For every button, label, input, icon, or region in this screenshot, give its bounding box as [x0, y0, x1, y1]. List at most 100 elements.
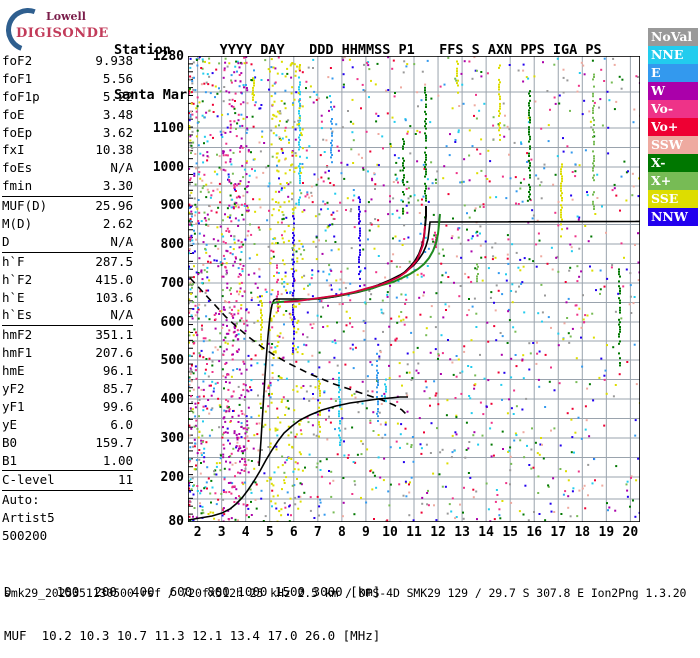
echo-point [363, 64, 365, 66]
echo-point [315, 215, 317, 217]
echo-point [247, 508, 249, 510]
echo-point [212, 84, 214, 86]
echo-point [292, 242, 294, 244]
echo-point [400, 433, 402, 435]
echo-point [229, 120, 231, 122]
echo-point [457, 80, 459, 82]
legend-item-nnw[interactable]: NNW [648, 208, 698, 226]
echo-point [377, 372, 379, 374]
echo-point [327, 325, 329, 327]
legend-item-noval[interactable]: NoVal [648, 28, 698, 46]
echo-point [523, 514, 525, 516]
echo-point [231, 395, 233, 397]
legend-item-vo-[interactable]: Vo+ [648, 118, 698, 136]
echo-point [236, 437, 238, 439]
echo-point [399, 362, 401, 364]
echo-point [619, 288, 621, 290]
echo-point [578, 490, 580, 492]
echo-point [189, 119, 191, 121]
echo-point [618, 271, 620, 273]
echo-point [210, 134, 212, 136]
echo-point [241, 317, 243, 319]
echo-point [417, 105, 419, 107]
echo-point [290, 458, 292, 460]
echo-point [618, 273, 620, 275]
echo-point [213, 470, 215, 472]
echo-point [259, 276, 261, 278]
echo-point [231, 199, 233, 201]
echo-point [502, 448, 504, 450]
legend-item-x-[interactable]: X- [648, 154, 698, 172]
echo-point [295, 270, 297, 272]
legend-item-x-[interactable]: X+ [648, 172, 698, 190]
echo-point [189, 117, 191, 119]
echo-point [427, 60, 429, 62]
echo-point [206, 151, 208, 153]
echo-point [402, 179, 404, 181]
echo-point [234, 100, 236, 102]
ionogram-plot[interactable] [188, 56, 640, 522]
echo-point [246, 420, 248, 422]
echo-point [257, 296, 259, 298]
echo-point [502, 176, 504, 178]
echo-point [239, 246, 241, 248]
echo-point [368, 201, 370, 203]
echo-point [425, 380, 427, 382]
legend-item-vo-[interactable]: Vo- [648, 100, 698, 118]
echo-point [557, 224, 559, 226]
echo-point [359, 199, 361, 201]
legend-item-nne[interactable]: NNE [648, 46, 698, 64]
echo-point [292, 485, 294, 487]
echo-point [425, 137, 427, 139]
echo-point [374, 218, 376, 220]
echo-point [236, 197, 238, 199]
echo-point [417, 363, 419, 365]
echo-point [349, 386, 351, 388]
echo-point [475, 326, 477, 328]
echo-point [243, 57, 245, 59]
echo-point [523, 456, 525, 458]
echo-point [604, 58, 606, 60]
echo-point [442, 352, 444, 354]
echo-point [398, 483, 400, 485]
echo-point [194, 214, 196, 216]
echo-point [468, 395, 470, 397]
echo-point [593, 174, 595, 176]
echo-point [607, 152, 609, 154]
echo-point [528, 153, 530, 155]
echo-point [227, 207, 229, 209]
echo-point [191, 239, 193, 241]
echo-point [248, 355, 250, 357]
echo-point [635, 75, 637, 77]
echo-point [246, 205, 248, 207]
echo-point [607, 91, 609, 93]
echo-point [217, 188, 219, 190]
echo-point [312, 424, 314, 426]
echo-point [572, 199, 574, 201]
echo-point [425, 147, 427, 149]
echo-point [376, 360, 378, 362]
echo-point [219, 155, 221, 157]
legend-item-sse[interactable]: SSE [648, 190, 698, 208]
echo-point [246, 324, 248, 326]
echo-point [376, 413, 378, 415]
echo-point [293, 290, 295, 292]
echo-point [298, 165, 300, 167]
legend-item-w[interactable]: W [648, 82, 698, 100]
legend-item-ssw[interactable]: SSW [648, 136, 698, 154]
echo-point [287, 196, 289, 198]
echo-point [211, 365, 213, 367]
echo-point [362, 403, 364, 405]
echo-point [339, 289, 341, 291]
echo-point [259, 229, 261, 231]
echo-point [500, 384, 502, 386]
echo-point [420, 453, 422, 455]
echo-point [584, 485, 586, 487]
echo-point [228, 176, 230, 178]
echo-point [369, 470, 371, 472]
legend-item-e[interactable]: E [648, 64, 698, 82]
echo-point [203, 461, 205, 463]
echo-point [275, 428, 277, 430]
